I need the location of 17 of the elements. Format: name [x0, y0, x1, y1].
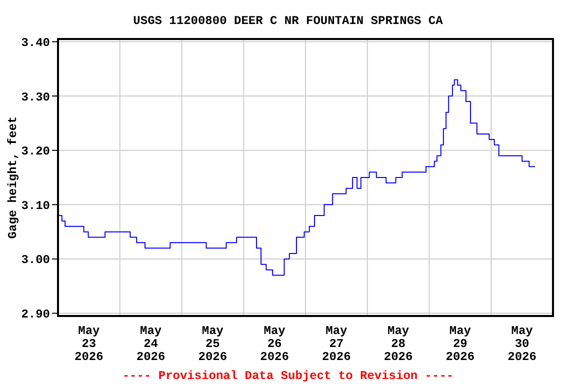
y-tick-label: 3.20: [21, 144, 50, 159]
x-tick-label: May 26 2026: [260, 324, 289, 364]
y-tick-label: 3.00: [21, 253, 50, 268]
chart-title: USGS 11200800 DEER C NR FOUNTAIN SPRINGS CA: [133, 14, 444, 28]
y-axis-title: Gage height, feet: [6, 116, 20, 239]
x-tick-label: May 27 2026: [322, 324, 351, 364]
y-tick-label: 2.90: [21, 308, 50, 322]
y-tick-label: 3.30: [21, 90, 50, 104]
x-tick-label: May 25 2026: [198, 324, 228, 364]
y-tick-label: 3.10: [21, 198, 50, 213]
x-tick-label: May 29 2026: [446, 324, 475, 364]
x-tick-label: May 30 2026: [508, 324, 536, 364]
x-tick-label: May 24 2026: [136, 324, 166, 364]
x-tick-label: May 23 2026: [74, 324, 104, 364]
y-tick-label: 3.40: [21, 36, 50, 50]
text: ---- Provisional Data Subject to Revision ----: [122, 369, 454, 383]
x-tick-label: May 28 2026: [384, 324, 413, 364]
